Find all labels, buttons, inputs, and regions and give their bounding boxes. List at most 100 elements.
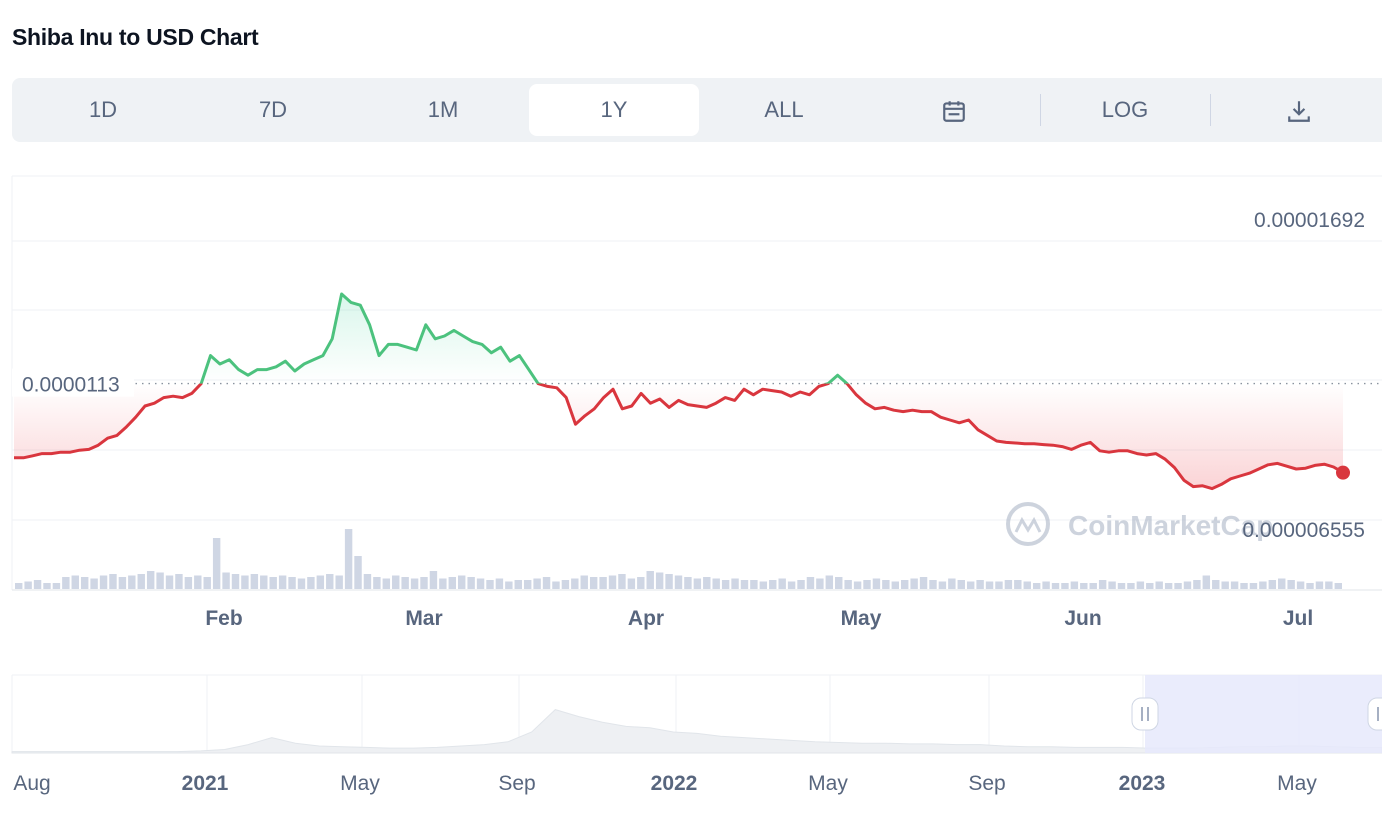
volume-bar [712,578,720,589]
navigator-x-label: May [340,772,380,795]
volume-bar [1278,578,1286,589]
volume-bar [80,577,89,589]
volume-bar [24,581,32,589]
volume-bar [1164,583,1173,589]
volume-bar [33,580,42,589]
navigator-left-handle[interactable] [1131,697,1159,731]
volume-bar [1230,581,1239,589]
volume-bar [863,580,871,589]
volume-bar [495,578,504,589]
calendar-icon [943,101,965,123]
volume-bar [1193,580,1201,589]
download-icon [1288,101,1310,123]
download-button[interactable] [1257,84,1341,136]
volume-bar [938,581,947,589]
toolbar-divider [1210,94,1211,126]
volume-bar [1296,581,1305,589]
volume-bar [523,580,532,589]
volume-bar [1051,583,1060,589]
navigator-selection[interactable] [1145,675,1382,753]
volume-bar [62,577,70,589]
tab-7d[interactable]: 7D [258,97,288,122]
volume-bar [1212,580,1220,589]
volume-bar [797,580,805,589]
price-line-down [14,383,1344,491]
volume-bar [52,583,61,589]
calendar-button[interactable] [912,84,996,136]
volume-bar [165,575,174,589]
navigator-x-label: 2021 [182,772,229,795]
timeframe-toolbar: 1D 7D 1M 1Y ALL LOG [12,78,1382,142]
volume-bar [985,581,994,589]
tab-all[interactable]: ALL [764,97,804,122]
volume-bar [599,577,607,589]
tab-1y[interactable]: 1Y [529,84,699,136]
volume-bar [995,581,1003,589]
x-axis-label: Feb [205,607,242,630]
tab-1d[interactable]: 1D [88,97,118,122]
volume-bar [109,574,117,589]
price-chart[interactable]: CoinMarketCap 0.00001692 0.000006555 0.0… [0,160,1382,640]
tab-1m[interactable]: 1M [427,97,459,122]
navigator-right-handle[interactable] [1367,697,1382,731]
volume-bar [778,578,786,589]
watermark: CoinMarketCap [1006,502,1273,546]
volume-bar [458,575,466,589]
volume-bar [420,577,428,589]
volume-bar [910,578,918,589]
volume-bar [806,577,815,589]
volume-bar [976,580,984,589]
volume-bar [1023,581,1031,589]
volume-bar [1315,581,1324,589]
volume-bar [1268,580,1277,589]
volume-bar [118,577,127,589]
volume-bar [646,571,654,589]
volume-bar [486,580,494,589]
volume-bar [392,575,400,589]
volume-bar [882,580,890,589]
volume-bar [853,581,862,589]
volume-bar [505,581,513,589]
volume-bar [835,577,843,589]
volume-bar [1014,580,1022,589]
range-navigator[interactable]: Aug 2021 May Sep 2022 May Sep 2023 May [0,660,1382,813]
volume-bar [1155,581,1163,589]
volume-bar [589,577,598,589]
x-axis-label: Jun [1064,607,1101,630]
log-scale-toggle[interactable]: LOG [1101,97,1149,122]
volume-bar [43,583,51,589]
volume-bar [655,572,664,589]
volume-bar [278,575,287,589]
volume-bar [759,581,768,589]
volume-bar [1042,581,1050,589]
volume-bar [1287,580,1295,589]
volume-bar [326,574,334,589]
volume-bar [410,578,419,589]
logo-mark [1014,516,1042,533]
volume-bar [552,581,560,589]
watermark-text: CoinMarketCap [1068,510,1273,541]
volume-bar [674,575,683,589]
volume-bar [439,578,447,589]
volume-bar [1334,583,1342,589]
price-line-up [199,292,849,384]
x-axis-label: Jul [1283,607,1313,630]
volume-bar [363,574,372,589]
volume-bar [684,577,692,589]
reference-price-label: 0.0000113 [22,374,120,397]
volume-bar [448,577,456,589]
volume-bar [1127,583,1135,589]
volume-bar [128,575,136,589]
last-price-marker[interactable] [1336,465,1350,480]
volume-bar [203,577,211,589]
volume-bar [288,577,296,589]
volume-bar [1202,575,1211,589]
volume-bars [15,529,1342,589]
chart-title: Shiba Inu to USD Chart [12,24,259,50]
volume-bar [260,575,268,589]
volume-bar [1136,581,1145,589]
volume-bar [1249,583,1258,589]
volume-bar [250,574,259,589]
volume-bar [787,581,796,589]
volume-bar [1004,580,1013,589]
